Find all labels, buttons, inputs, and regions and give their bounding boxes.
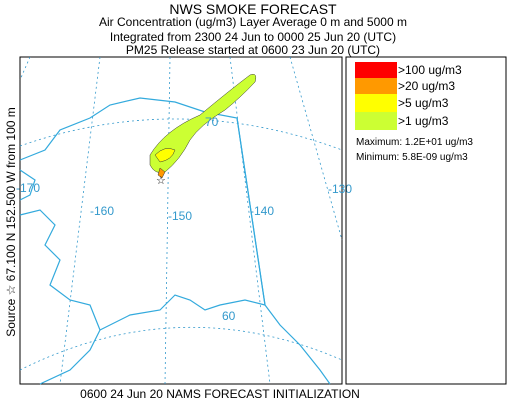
legend-frame <box>345 56 507 385</box>
footer: 0600 24 Jun 20 NAMS FORECAST INITIALIZAT… <box>80 387 360 401</box>
graticule-label: 60 <box>222 309 236 323</box>
graticule <box>19 56 31 81</box>
graticule-label: -130 <box>328 182 352 196</box>
source-marker: ☆ <box>156 175 166 187</box>
legend-minimum: Minimum: 5.8E-09 ug/m3 <box>356 152 468 163</box>
subtitle: PM25 Release started at 0600 23 Jun 20 (… <box>126 43 380 57</box>
graticule-label: 70 <box>205 115 219 129</box>
subtitle: Air Concentration (ug/m3) Layer Average … <box>99 15 407 29</box>
legend-swatch <box>355 78 397 94</box>
coastline <box>99 294 266 331</box>
source-label: Source ☆ 67.100 N 152.500 W from 100 m <box>4 107 18 337</box>
legend-swatch <box>355 94 397 112</box>
graticule-label: -170 <box>16 181 40 195</box>
graticule-label: -160 <box>90 204 114 218</box>
legend-maximum: Maximum: 1.2E+01 ug/m3 <box>356 137 473 148</box>
border <box>236 117 266 306</box>
coastline <box>19 169 36 201</box>
graticule-label: -140 <box>250 204 274 218</box>
plume <box>157 167 166 179</box>
graticule <box>19 326 343 371</box>
legend-swatch <box>355 62 397 78</box>
plume <box>149 74 257 173</box>
title: NWS SMOKE FORECAST <box>169 1 337 17</box>
graticule <box>289 56 343 241</box>
map-frame <box>19 56 343 385</box>
legend-label: >5 ug/m3 <box>398 96 449 110</box>
legend-swatch <box>355 112 397 130</box>
graticule-label: -150 <box>168 209 192 223</box>
graticule <box>59 56 101 385</box>
legend-label: >1 ug/m3 <box>398 114 449 128</box>
map: ☆ <box>19 56 343 385</box>
legend-label: >20 ug/m3 <box>398 79 455 93</box>
subtitle: Integrated from 2300 24 Jun to 0000 25 J… <box>110 30 396 44</box>
coastline <box>19 97 331 385</box>
legend: >100 ug/m3 >20 ug/m3 >5 ug/m3 >1 ug/m3 <box>355 62 462 130</box>
legend-label: >100 ug/m3 <box>398 63 462 77</box>
plume <box>154 148 176 163</box>
coastline <box>19 209 101 385</box>
graticule <box>229 56 271 385</box>
